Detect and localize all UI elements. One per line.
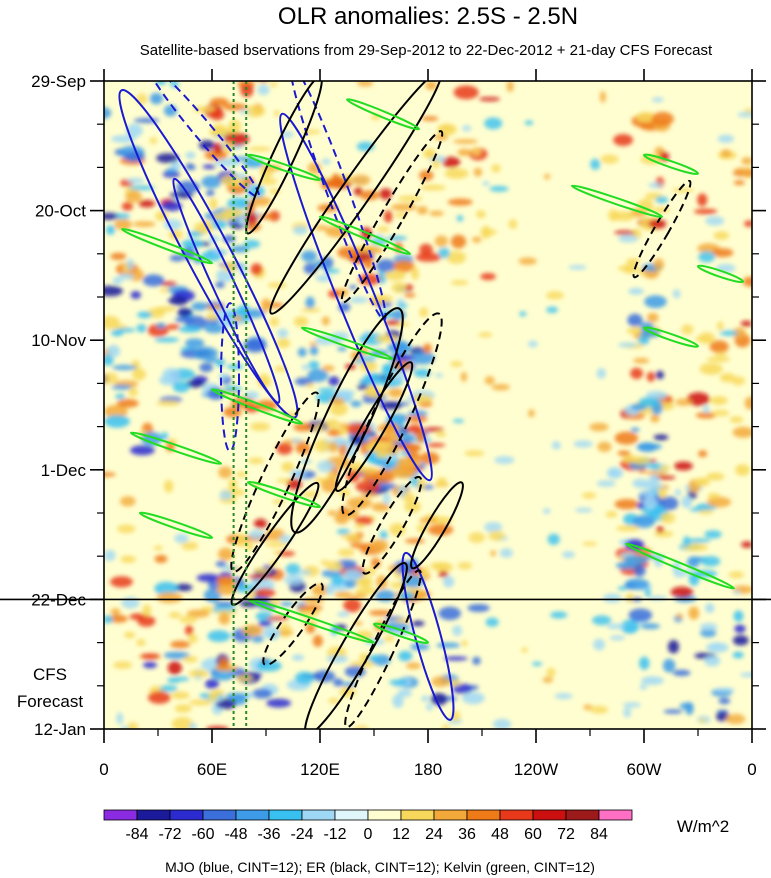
colorbar-swatch-13 [532, 809, 567, 821]
colorbar-swatch-1 [136, 809, 171, 821]
reference-lines [232, 81, 248, 729]
x-tick-label-4: 120W [514, 760, 558, 779]
colorbar-label-0: -84 [125, 826, 148, 843]
colorbar-label-14: 84 [590, 826, 608, 843]
colorbar-swatch-9 [400, 809, 435, 821]
colorbar-label-4: -36 [257, 826, 280, 843]
colorbar-label-3: -48 [224, 826, 247, 843]
colorbar-label-1: -72 [158, 826, 181, 843]
colorbar-swatch-7 [334, 809, 369, 821]
colorbar-swatch-15 [598, 809, 633, 821]
chart-title: OLR anomalies: 2.5S - 2.5N [278, 3, 578, 30]
colorbar-label-11: 48 [491, 826, 509, 843]
x-tick-label-2: 120E [300, 760, 340, 779]
x-tick-label-3: 180 [414, 760, 442, 779]
colorbar-swatch-12 [499, 809, 534, 821]
colorbar-label-5: -24 [290, 826, 313, 843]
colorbar-label-6: -12 [323, 826, 346, 843]
colorbar-swatch-3 [202, 809, 237, 821]
colorbar-unit-label: W/m^2 [677, 817, 729, 836]
chart-subtitle: Satellite-based bservations from 29-Sep-… [140, 42, 713, 59]
colorbar-swatch-6 [301, 809, 336, 821]
colorbar-swatch-14 [565, 809, 600, 821]
colorbar-label-9: 24 [425, 826, 443, 843]
y-tick-label-4: 22-Dec [31, 590, 86, 609]
x-axis: 0 60E 120E 180 120W 60W 0 [99, 69, 757, 779]
colorbar-swatch-2 [169, 809, 204, 821]
y-tick-label-2: 10-Nov [31, 331, 86, 350]
forecast-label-line1: CFS [33, 665, 67, 684]
x-tick-label-6: 0 [747, 760, 756, 779]
y-tick-label-5: 12-Jan [34, 720, 86, 739]
colorbar-label-8: 12 [392, 826, 410, 843]
y-tick-label-0: 29-Sep [31, 72, 86, 91]
x-tick-label-0: 0 [99, 760, 108, 779]
colorbar-swatch-4 [235, 809, 270, 821]
forecast-label-line2: Forecast [17, 692, 83, 711]
contour-footnote: MJO (blue, CINT=12); ER (black, CINT=12)… [165, 859, 595, 875]
colorbar-label-2: -60 [191, 826, 214, 843]
colorbar-swatch-8 [367, 809, 402, 821]
y-tick-label-3: 1-Dec [41, 461, 87, 480]
colorbar-swatch-5 [268, 809, 303, 821]
colorbar-swatch-10 [433, 809, 468, 821]
colorbar-label-13: 72 [557, 826, 575, 843]
colorbar: -84 -72 -60 -48 -36 -24 -12 0 12 24 36 48 60 72 84 [103, 809, 633, 843]
wave-contours [118, 81, 745, 729]
colorbar-swatch-11 [466, 809, 501, 821]
x-tick-label-5: 60W [627, 760, 662, 779]
y-tick-label-1: 20-Oct [35, 202, 86, 221]
colorbar-swatch-0 [103, 809, 138, 821]
colorbar-label-12: 60 [524, 826, 542, 843]
colorbar-label-7: 0 [364, 826, 373, 843]
colorbar-label-10: 36 [458, 826, 476, 843]
y-axis: 29-Sep 20-Oct 10-Nov 1-Dec 22-Dec 12-Jan [31, 72, 766, 739]
x-tick-label-1: 60E [197, 760, 227, 779]
